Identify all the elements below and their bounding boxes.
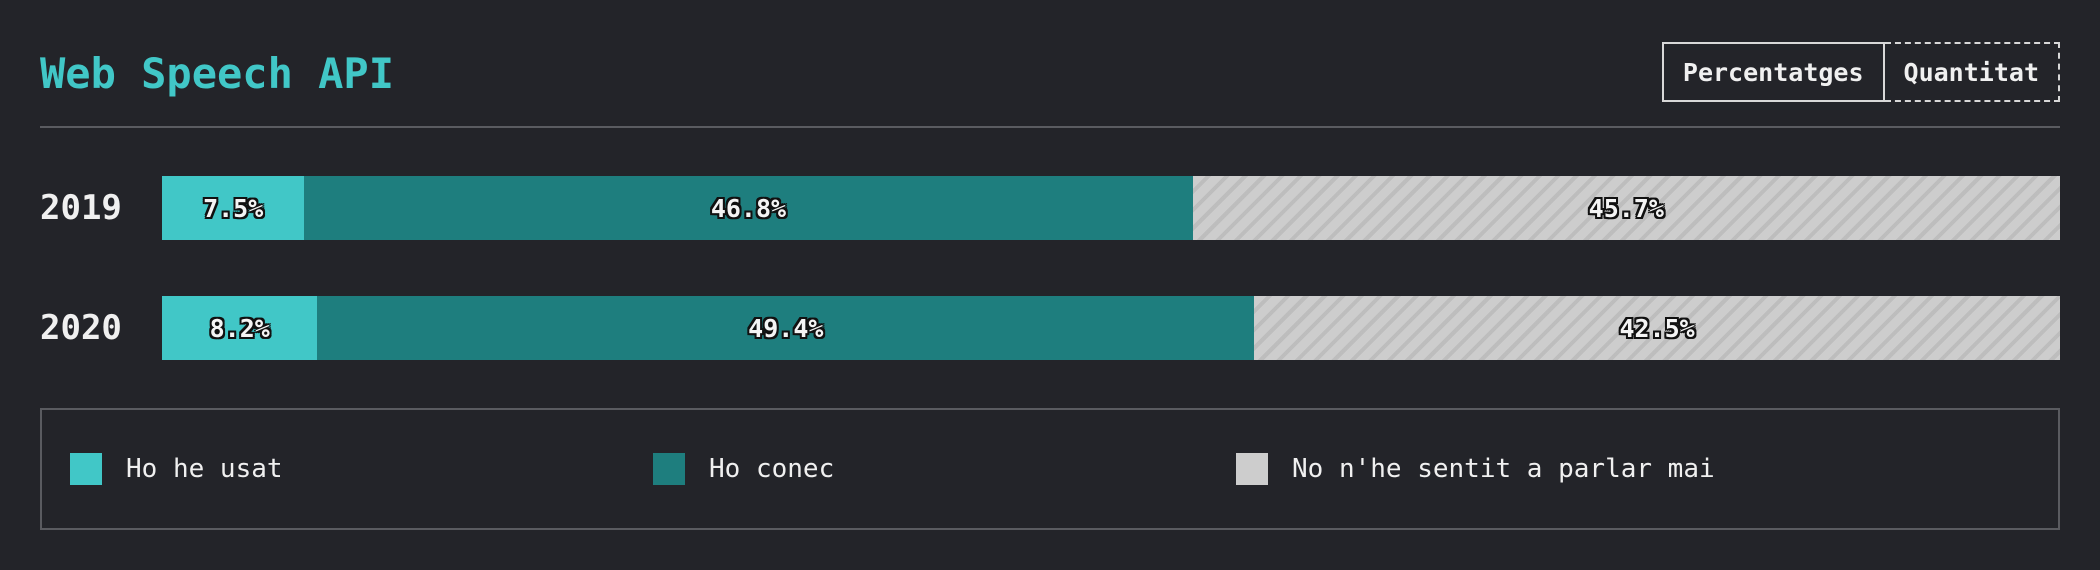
legend-label-known: Ho conec	[709, 454, 835, 484]
legend-swatch-never-heard	[1236, 453, 1268, 485]
legend-label-used: Ho he usat	[126, 454, 283, 484]
data-label: 49.4%	[748, 313, 824, 343]
percentages-button[interactable]: Percentatges	[1661, 42, 1885, 102]
legend: Ho he usat Ho conec No n'he sentit a par…	[40, 408, 2060, 530]
page-title: Web Speech API	[40, 49, 395, 98]
legend-swatch-known	[653, 453, 685, 485]
legend-swatch-used	[70, 453, 102, 485]
data-label: 46.8%	[710, 193, 787, 223]
bar-segment-used-2019[interactable]: 7.5%	[162, 176, 305, 240]
data-label: 8.2%	[209, 313, 270, 343]
year-label-2019: 2019	[40, 188, 122, 228]
data-label: 7.5%	[203, 193, 264, 223]
quantity-button[interactable]: Quantitat	[1884, 42, 2060, 102]
year-label-2020: 2020	[40, 308, 122, 348]
bar-segment-known-2020[interactable]: 49.4%	[317, 296, 1255, 360]
legend-item-never-heard[interactable]: No n'he sentit a parlar mai	[1236, 410, 1715, 528]
bar-segment-never-heard-2019[interactable]: 45.7%	[1192, 176, 2060, 240]
data-label: 42.5%	[1619, 313, 1695, 343]
bar-row-2020: 8.2% 49.4% 42.5%	[162, 296, 2060, 360]
bar-row-2019: 7.5% 46.8% 45.7%	[162, 176, 2060, 240]
unit-toggle: Percentatges Quantitat	[1661, 42, 2060, 102]
header-divider	[40, 126, 2060, 128]
legend-label-never-heard: No n'he sentit a parlar mai	[1292, 454, 1715, 484]
legend-item-used[interactable]: Ho he usat	[70, 410, 283, 528]
data-label: 45.7%	[1588, 193, 1664, 223]
bar-segment-known-2019[interactable]: 46.8%	[304, 176, 1193, 240]
legend-item-known[interactable]: Ho conec	[653, 410, 834, 528]
bar-segment-used-2020[interactable]: 8.2%	[162, 296, 318, 360]
bar-segment-never-heard-2020[interactable]: 42.5%	[1254, 296, 2060, 360]
